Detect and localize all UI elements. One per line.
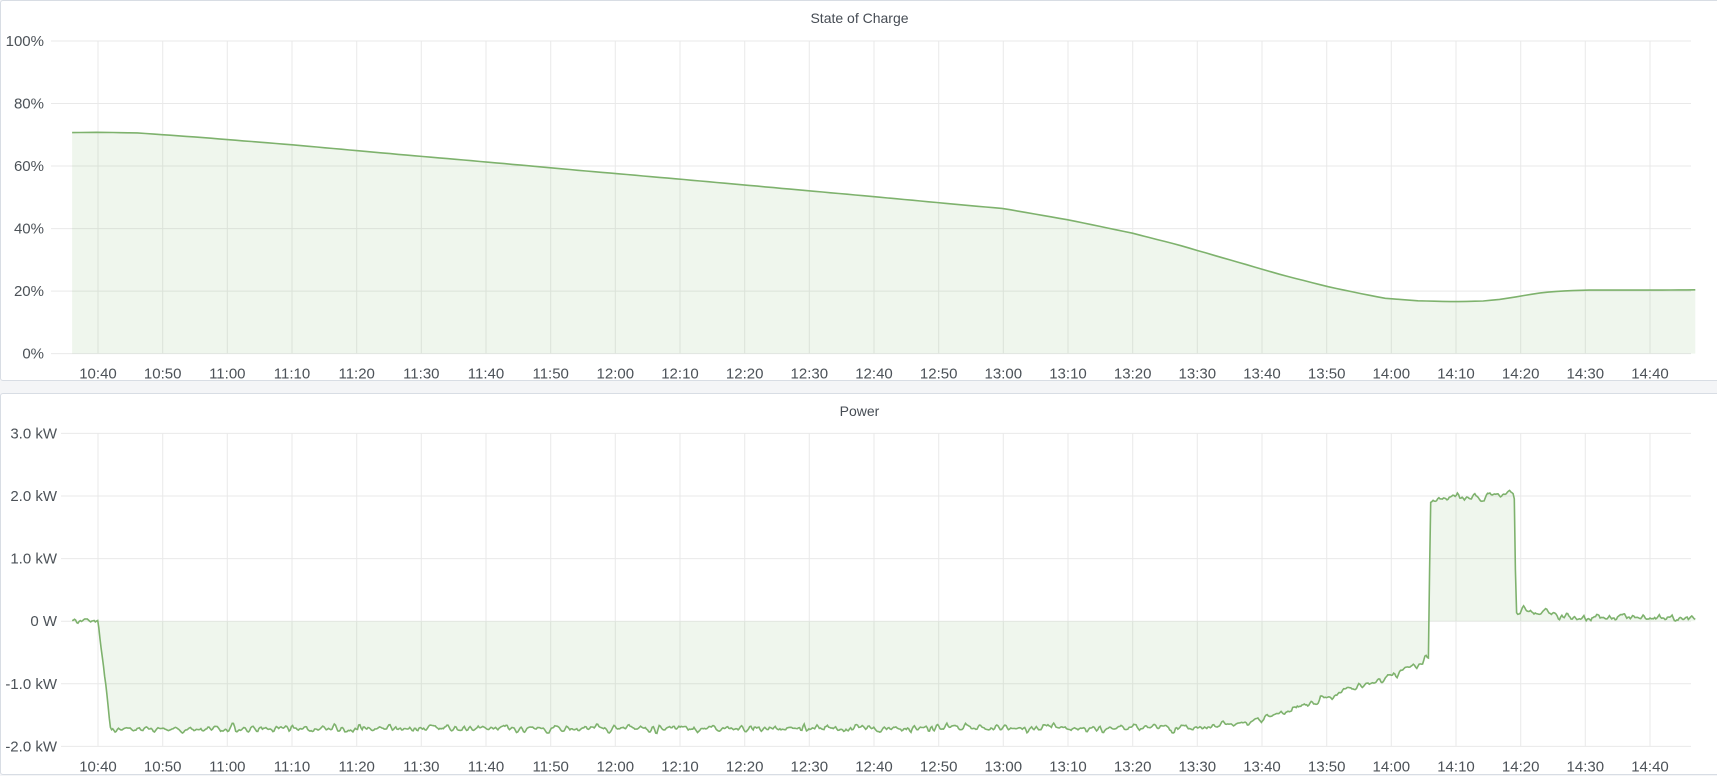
svg-text:11:00: 11:00 bbox=[209, 758, 245, 775]
svg-text:14:10: 14:10 bbox=[1437, 758, 1475, 775]
svg-text:11:50: 11:50 bbox=[532, 758, 568, 775]
svg-text:13:40: 13:40 bbox=[1243, 758, 1281, 775]
svg-text:12:20: 12:20 bbox=[726, 366, 764, 383]
svg-text:13:10: 13:10 bbox=[1049, 758, 1087, 775]
svg-text:14:20: 14:20 bbox=[1502, 758, 1540, 775]
svg-text:11:20: 11:20 bbox=[338, 366, 374, 383]
svg-text:80%: 80% bbox=[14, 96, 44, 113]
svg-text:12:00: 12:00 bbox=[597, 758, 635, 775]
svg-text:11:20: 11:20 bbox=[338, 758, 374, 775]
svg-text:12:50: 12:50 bbox=[920, 366, 958, 383]
svg-text:13:30: 13:30 bbox=[1179, 758, 1217, 775]
svg-text:10:40: 10:40 bbox=[79, 366, 117, 383]
svg-text:13:00: 13:00 bbox=[985, 366, 1023, 383]
svg-text:14:10: 14:10 bbox=[1437, 366, 1475, 383]
svg-text:12:40: 12:40 bbox=[855, 366, 893, 383]
svg-text:13:50: 13:50 bbox=[1308, 366, 1346, 383]
svg-text:13:20: 13:20 bbox=[1114, 366, 1152, 383]
svg-text:20%: 20% bbox=[14, 283, 44, 300]
svg-text:60%: 60% bbox=[14, 158, 44, 175]
svg-text:11:30: 11:30 bbox=[403, 366, 439, 383]
svg-text:14:00: 14:00 bbox=[1373, 758, 1411, 775]
svg-text:12:30: 12:30 bbox=[791, 758, 829, 775]
svg-text:14:30: 14:30 bbox=[1567, 366, 1605, 383]
svg-text:13:30: 13:30 bbox=[1179, 366, 1217, 383]
svg-text:0 W: 0 W bbox=[30, 613, 58, 630]
svg-text:40%: 40% bbox=[14, 221, 44, 238]
svg-text:11:40: 11:40 bbox=[468, 366, 504, 383]
svg-text:12:30: 12:30 bbox=[791, 366, 829, 383]
svg-text:12:20: 12:20 bbox=[726, 758, 764, 775]
svg-text:11:10: 11:10 bbox=[274, 758, 310, 775]
svg-text:14:30: 14:30 bbox=[1567, 758, 1605, 775]
svg-text:13:10: 13:10 bbox=[1049, 366, 1087, 383]
svg-text:100%: 100% bbox=[6, 33, 44, 50]
svg-text:12:50: 12:50 bbox=[920, 758, 958, 775]
svg-text:-2.0 kW: -2.0 kW bbox=[5, 738, 58, 755]
svg-text:-1.0 kW: -1.0 kW bbox=[5, 676, 58, 693]
svg-text:12:00: 12:00 bbox=[597, 366, 635, 383]
svg-text:13:20: 13:20 bbox=[1114, 758, 1152, 775]
svg-text:12:10: 12:10 bbox=[661, 758, 699, 775]
svg-text:3.0 kW: 3.0 kW bbox=[10, 425, 58, 442]
svg-text:11:50: 11:50 bbox=[532, 366, 568, 383]
svg-text:1.0 kW: 1.0 kW bbox=[10, 551, 58, 568]
svg-text:11:00: 11:00 bbox=[209, 366, 245, 383]
svg-text:13:00: 13:00 bbox=[985, 758, 1023, 775]
svg-text:0%: 0% bbox=[22, 346, 44, 363]
svg-text:11:10: 11:10 bbox=[274, 366, 310, 383]
svg-text:14:00: 14:00 bbox=[1373, 366, 1411, 383]
svg-text:11:40: 11:40 bbox=[468, 758, 504, 775]
svg-text:14:20: 14:20 bbox=[1502, 366, 1540, 383]
svg-text:12:40: 12:40 bbox=[855, 758, 893, 775]
svg-text:12:10: 12:10 bbox=[661, 366, 699, 383]
svg-text:14:40: 14:40 bbox=[1631, 758, 1669, 775]
svg-text:14:40: 14:40 bbox=[1631, 366, 1669, 383]
svg-text:13:40: 13:40 bbox=[1243, 366, 1281, 383]
svg-text:10:50: 10:50 bbox=[144, 758, 182, 775]
svg-text:10:40: 10:40 bbox=[79, 758, 117, 775]
svg-text:2.0 kW: 2.0 kW bbox=[10, 488, 58, 505]
svg-text:10:50: 10:50 bbox=[144, 366, 182, 383]
svg-text:11:30: 11:30 bbox=[403, 758, 439, 775]
svg-text:13:50: 13:50 bbox=[1308, 758, 1346, 775]
